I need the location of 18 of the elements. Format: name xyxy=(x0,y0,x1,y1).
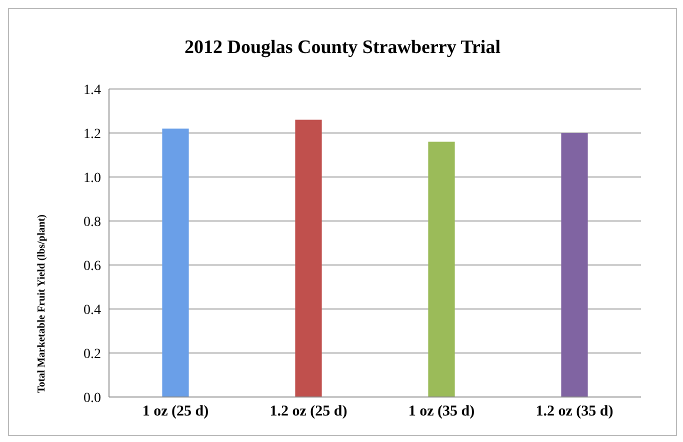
y-tick-label: 1.0 xyxy=(84,170,101,186)
bar xyxy=(162,128,189,397)
y-tick-label: 1.4 xyxy=(84,82,101,98)
y-tick-label: 0.8 xyxy=(84,214,101,230)
x-tick-label: 1.2 oz (35 d) xyxy=(536,404,614,420)
x-tick-label: 1 oz (35 d) xyxy=(408,404,475,420)
x-tick-label: 1.2 oz (25 d) xyxy=(270,404,348,420)
chart-title: 2012 Douglas County Strawberry Trial xyxy=(184,37,502,59)
bar xyxy=(428,142,455,397)
y-tick-label: 0.6 xyxy=(84,258,101,274)
y-tick-label: 0.4 xyxy=(84,302,101,318)
x-tick-label: 1 oz (25 d) xyxy=(142,404,209,420)
bar xyxy=(295,120,322,397)
y-tick-label: 1.2 xyxy=(84,126,101,142)
bar xyxy=(561,133,588,397)
y-tick-label: 0.0 xyxy=(84,390,101,406)
y-axis-title: Total Marketable Fruit Yield (lbs/plant) xyxy=(36,214,48,393)
y-tick-label: 0.2 xyxy=(84,346,101,362)
